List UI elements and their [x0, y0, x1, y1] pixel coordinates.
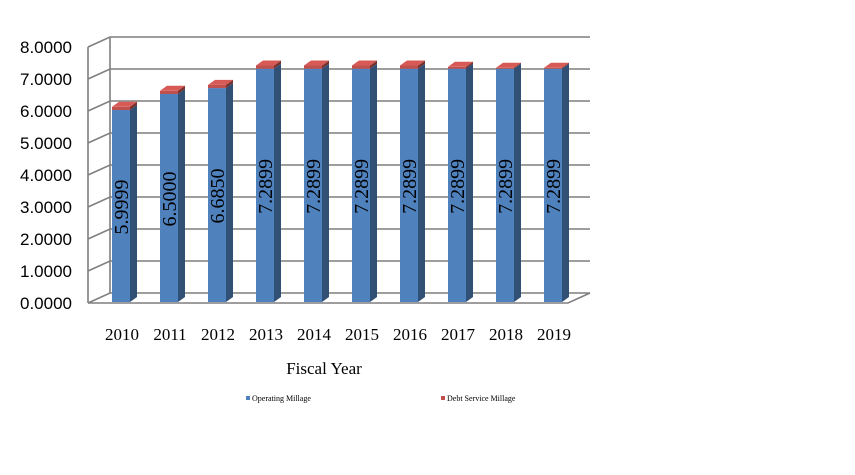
x-tick-label: 2013 — [249, 325, 283, 344]
bar-debt-service — [352, 60, 377, 69]
legend-label-operating: Operating Millage — [252, 394, 311, 403]
y-tick-label: 3.0000 — [20, 198, 72, 217]
bar-data-label: 7.2899 — [495, 159, 517, 214]
bar-debt-service — [496, 62, 521, 69]
y-tick-label: 2.0000 — [20, 230, 72, 249]
gridlines — [87, 36, 591, 304]
x-axis-title: Fiscal Year — [286, 359, 362, 378]
floor-edge — [88, 292, 591, 304]
bar-operating — [256, 63, 281, 302]
y-tick-label: 7.0000 — [20, 70, 72, 89]
x-tick-label: 2017 — [441, 325, 476, 344]
bar-debt-service — [448, 61, 473, 69]
bar-debt-service — [160, 85, 185, 94]
legend-label-debt-service: Debt Service Millage — [447, 394, 516, 403]
bar-data-label: 7.2899 — [303, 159, 325, 214]
x-tick-label: 2012 — [201, 325, 235, 344]
bar-operating — [208, 83, 233, 302]
bar-debt-service — [208, 79, 233, 89]
x-tick-label: 2015 — [345, 325, 379, 344]
bar-debt-service — [304, 60, 329, 69]
bars: 5.9999 6.5000 6.6850 7.2899 7.2899 7.2899 7.28… — [111, 60, 569, 302]
bar-operating — [448, 63, 473, 302]
x-tick-label: 2016 — [393, 325, 427, 344]
y-tick-label: 0.0000 — [20, 294, 72, 313]
y-tick-label: 8.0000 — [20, 38, 72, 57]
y-tick-label: 6.0000 — [20, 102, 72, 121]
bar-operating — [352, 63, 377, 302]
bar-data-label: 7.2899 — [447, 159, 469, 214]
legend-swatch-debt-service — [441, 396, 445, 400]
bar-operating — [400, 63, 425, 302]
bar-data-label: 7.2899 — [255, 159, 277, 214]
y-tick-label: 5.0000 — [20, 134, 72, 153]
bar-debt-service — [544, 62, 569, 69]
bar-operating — [544, 63, 569, 302]
x-tick-label: 2019 — [537, 325, 571, 344]
gridline — [87, 36, 590, 48]
legend-swatch-operating — [246, 396, 250, 400]
bar-data-label: 6.6850 — [207, 169, 229, 224]
x-tick-label: 2014 — [297, 325, 332, 344]
bar-debt-service — [112, 101, 137, 111]
bar-data-label: 7.2899 — [543, 159, 565, 214]
bar-data-label: 5.9999 — [111, 180, 133, 235]
x-tick-label: 2011 — [153, 325, 186, 344]
bar-operating — [304, 63, 329, 302]
bar-data-label: 6.5000 — [159, 172, 181, 227]
y-tick-label: 1.0000 — [20, 262, 72, 281]
x-axis-ticks: 2010 2011 2012 2013 2014 2015 2016 2017 2018 2019 — [105, 325, 571, 344]
bar-debt-service — [400, 60, 425, 69]
bar-operating — [112, 105, 137, 302]
bar-data-label: 7.2899 — [351, 159, 373, 214]
x-tick-label: 2018 — [489, 325, 523, 344]
bar-debt-service — [256, 60, 281, 69]
y-axis-ticks: 0.0000 1.0000 2.0000 3.0000 4.0000 5.0000 6.00… — [20, 38, 72, 313]
x-tick-label: 2010 — [105, 325, 139, 344]
bar-operating — [160, 89, 185, 302]
bar-operating — [496, 63, 521, 302]
y-tick-label: 4.0000 — [20, 166, 72, 185]
bar-data-label: 7.2899 — [399, 159, 421, 214]
legend: Operating Millage Debt Service Millage — [246, 394, 516, 403]
